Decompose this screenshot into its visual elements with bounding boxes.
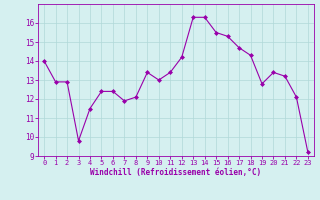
X-axis label: Windchill (Refroidissement éolien,°C): Windchill (Refroidissement éolien,°C) [91,168,261,177]
